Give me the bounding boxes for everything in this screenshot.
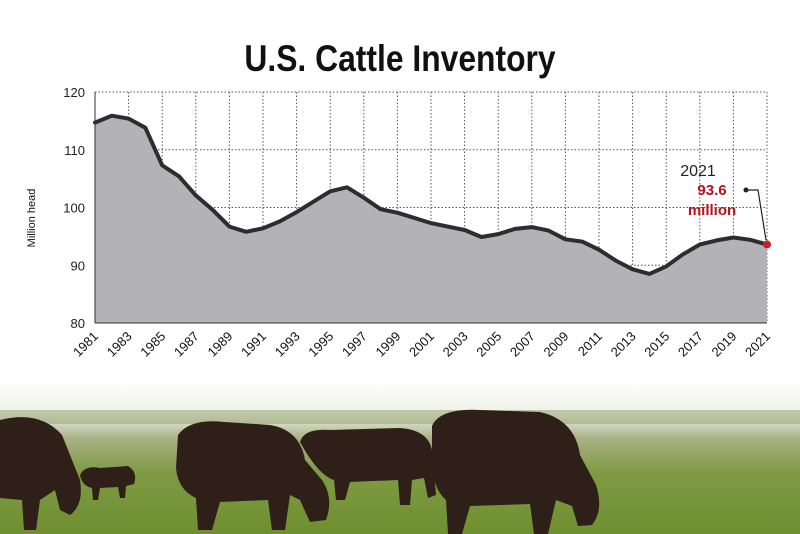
- x-tick-label: 2007: [507, 329, 538, 360]
- x-tick-label: 2001: [406, 329, 437, 360]
- x-tick-label: 1981: [70, 329, 101, 360]
- x-tick-label: 2011: [575, 329, 605, 359]
- cattle-pasture-photo: [0, 380, 800, 534]
- annotation-value: 93.6: [697, 182, 726, 199]
- x-tick-label: 1991: [238, 329, 269, 360]
- annotation-unit: million: [688, 202, 736, 219]
- pasture-illustration: [0, 380, 800, 534]
- inventory-line: [93, 113, 769, 276]
- x-tick-label: 2021: [742, 329, 773, 360]
- x-tick-label: 1989: [204, 329, 235, 360]
- y-tick-label: 120: [63, 85, 85, 100]
- y-tick-label: 110: [64, 143, 85, 158]
- calf: [80, 466, 136, 500]
- x-tick-label: 2009: [540, 329, 571, 360]
- x-tick-label: 1983: [104, 329, 135, 360]
- y-tick-label: 100: [63, 201, 85, 216]
- y-tick-labels: 80 90 100 110 120: [63, 85, 85, 331]
- cow-center: [300, 428, 436, 505]
- y-tick-label: 90: [71, 258, 85, 273]
- x-tick-label: 1999: [372, 329, 403, 360]
- annotation-year: 2021: [680, 163, 716, 180]
- chart-title: U.S. Cattle Inventory: [244, 38, 556, 79]
- x-tick-label: 2017: [675, 329, 706, 360]
- y-tick-label: 80: [71, 316, 85, 331]
- inventory-area: [95, 115, 767, 323]
- y-axis-label: Million head: [26, 189, 38, 248]
- x-tick-label: 1985: [137, 329, 168, 360]
- x-tick-label: 1995: [305, 329, 336, 360]
- x-tick-labels: 1981 1983 1985 1987 1989 1991 1993 1995 1997 1999…: [70, 329, 773, 360]
- x-tick-label: 2005: [473, 329, 504, 360]
- x-tick-label: 2015: [641, 329, 672, 360]
- annotation-2021: 2021 93.6 million: [680, 163, 771, 249]
- x-tick-label: 2013: [608, 329, 639, 360]
- x-tick-label: 1997: [339, 329, 370, 360]
- x-tick-label: 2003: [440, 329, 471, 360]
- cow-right: [432, 409, 600, 534]
- x-tick-label: 1987: [171, 329, 202, 360]
- latest-value-marker: [763, 240, 771, 249]
- x-tick-label: 1993: [272, 329, 303, 360]
- cow-left: [0, 417, 81, 530]
- cow-center-left: [176, 421, 330, 530]
- x-tick-label: 2019: [708, 329, 739, 360]
- annotation-leader-line: [746, 189, 767, 241]
